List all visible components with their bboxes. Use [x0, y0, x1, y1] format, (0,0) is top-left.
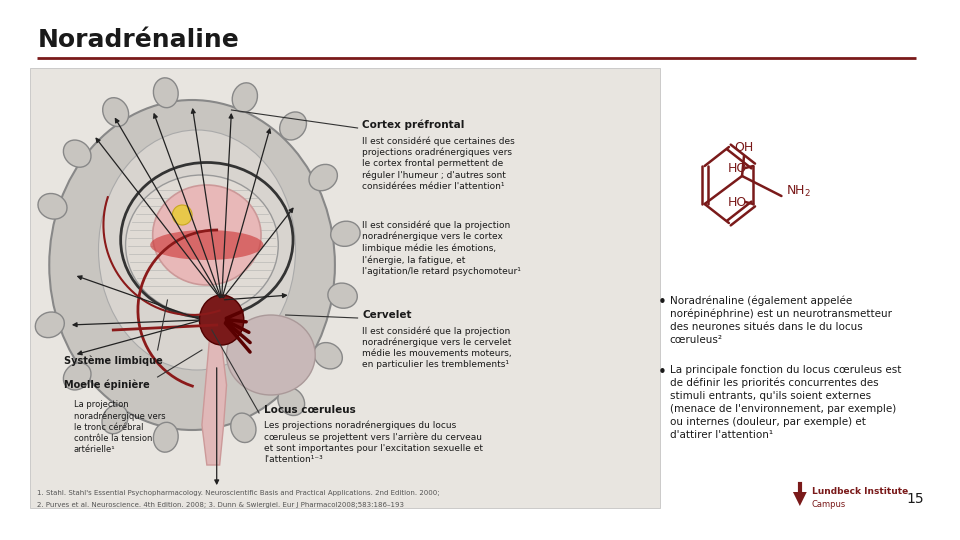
- Text: OH: OH: [734, 141, 754, 154]
- Text: La projection
noradrénergique vers
le tronc cérébral
contrôle la tension
artérie: La projection noradrénergique vers le tr…: [74, 400, 165, 454]
- Ellipse shape: [126, 175, 278, 315]
- Ellipse shape: [150, 230, 263, 260]
- Ellipse shape: [63, 363, 91, 390]
- Text: Les projections noradrénergiques du locus
cœruleus se projettent vers l'arrière : Les projections noradrénergiques du locu…: [264, 421, 483, 464]
- Ellipse shape: [330, 221, 360, 246]
- Ellipse shape: [328, 283, 357, 308]
- Text: La principale fonction du locus cœruleus est
de définir les priorités concurrent: La principale fonction du locus cœruleus…: [670, 365, 901, 440]
- Ellipse shape: [277, 388, 304, 416]
- Text: NH$_2$: NH$_2$: [786, 184, 811, 199]
- Ellipse shape: [279, 112, 306, 140]
- Ellipse shape: [314, 342, 343, 369]
- Ellipse shape: [102, 405, 128, 434]
- Polygon shape: [793, 492, 806, 506]
- Text: Il est considéré que la projection
noradrénergique vers le cortex
limbique médie: Il est considéré que la projection norad…: [363, 220, 521, 276]
- Ellipse shape: [227, 315, 315, 395]
- Text: Campus: Campus: [811, 500, 846, 509]
- Circle shape: [173, 205, 192, 225]
- Ellipse shape: [154, 422, 179, 452]
- Ellipse shape: [232, 83, 257, 112]
- Text: Moelle épinière: Moelle épinière: [64, 380, 150, 390]
- Text: HO: HO: [728, 161, 747, 174]
- Ellipse shape: [153, 185, 261, 285]
- Text: Il est considéré que certaines des
projections oradrénergiques vers
le cortex fr: Il est considéré que certaines des proje…: [363, 136, 516, 191]
- Ellipse shape: [103, 98, 129, 126]
- Text: 2. Purves et al. Neuroscience. 4th Edition. 2008; 3. Dunn & Swiergiel. Eur J Pha: 2. Purves et al. Neuroscience. 4th Editi…: [37, 502, 404, 508]
- Text: HO: HO: [728, 195, 747, 208]
- Text: Noradrénaline (également appelée
norépinéphrine) est un neurotransmetteur
des ne: Noradrénaline (également appelée norépin…: [670, 295, 892, 345]
- Ellipse shape: [38, 193, 67, 219]
- Ellipse shape: [36, 312, 64, 338]
- Text: 1. Stahl. Stahl's Essential Psychopharmacology. Neuroscientific Basis and Practi: 1. Stahl. Stahl's Essential Psychopharma…: [37, 490, 440, 496]
- Text: Noradrénaline: Noradrénaline: [37, 28, 239, 52]
- Bar: [30, 68, 660, 508]
- Text: Cortex préfrontal: Cortex préfrontal: [363, 120, 465, 131]
- Ellipse shape: [63, 140, 91, 167]
- Ellipse shape: [200, 295, 244, 345]
- Text: Il est considéré que la projection
noradrénergique vers le cervelet
médie les mo: Il est considéré que la projection norad…: [363, 326, 512, 369]
- Ellipse shape: [309, 164, 337, 191]
- Ellipse shape: [154, 78, 179, 107]
- Text: •: •: [658, 295, 667, 310]
- Polygon shape: [202, 335, 227, 465]
- Text: 15: 15: [906, 492, 924, 506]
- Text: •: •: [658, 365, 667, 380]
- Text: Lundbeck Institute: Lundbeck Institute: [811, 487, 908, 496]
- Text: Cervelet: Cervelet: [363, 310, 412, 320]
- Text: Locus cœruleus: Locus cœruleus: [264, 405, 356, 415]
- Ellipse shape: [99, 130, 296, 370]
- Text: Système limbique: Système limbique: [64, 355, 163, 366]
- Ellipse shape: [230, 413, 256, 443]
- Ellipse shape: [49, 100, 335, 430]
